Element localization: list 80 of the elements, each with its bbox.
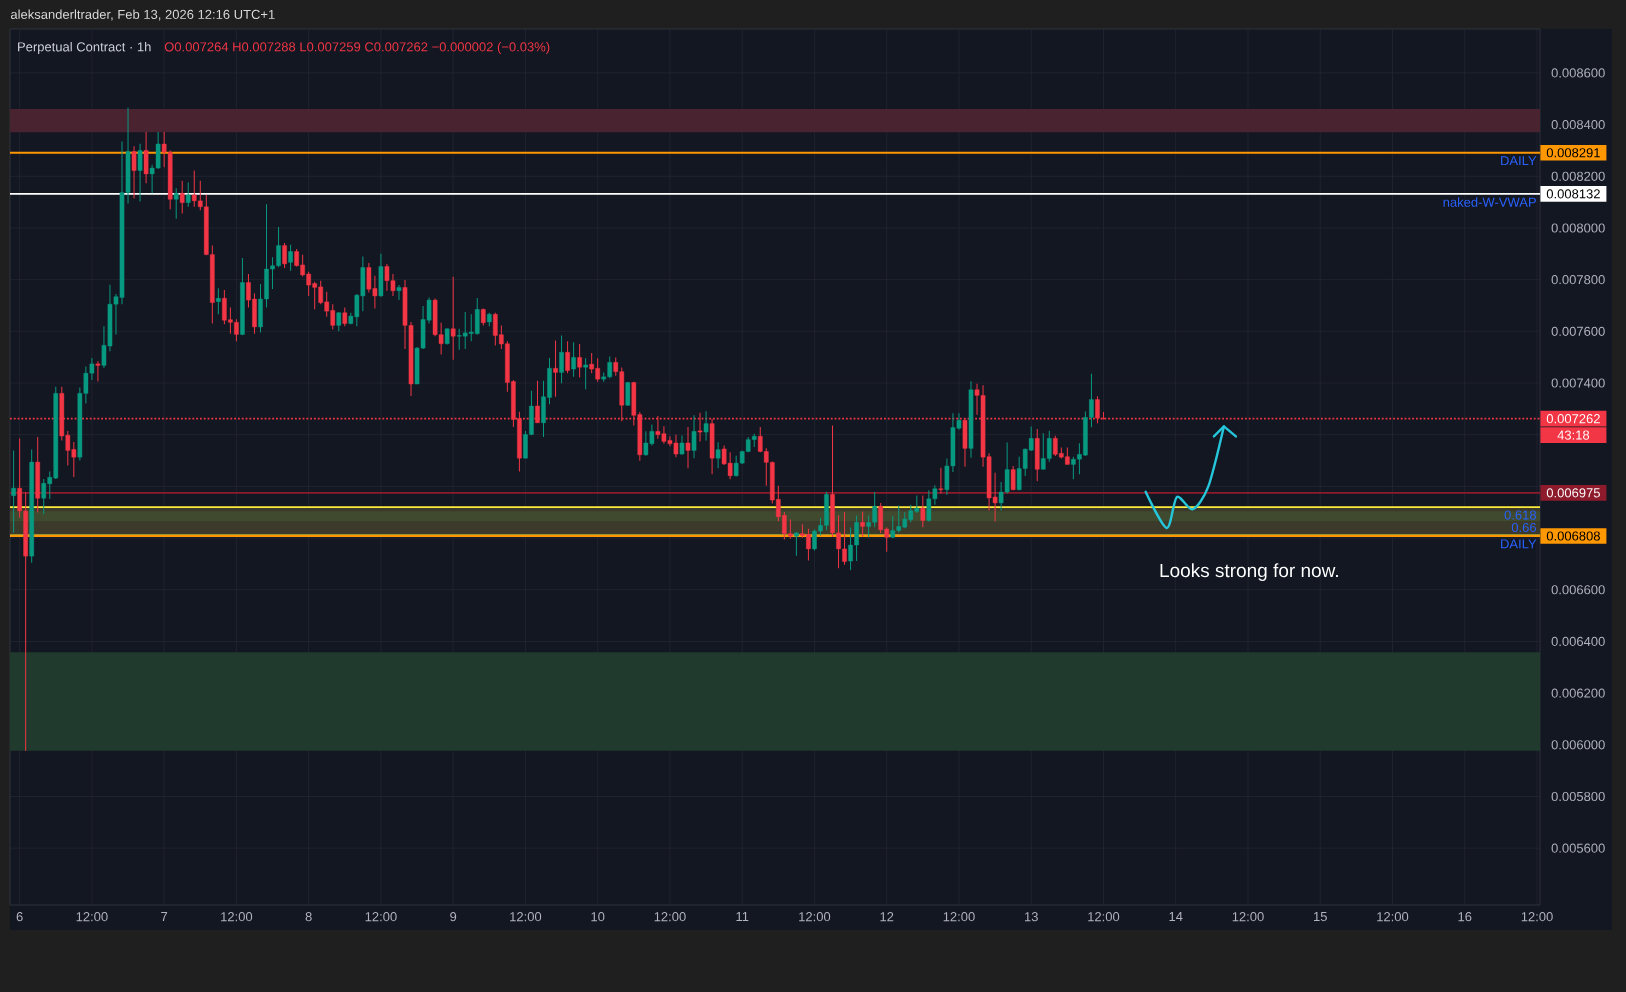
x-tick-label: 8	[305, 912, 312, 922]
candlestick	[179, 180, 185, 214]
y-tick-label: 0.008000	[1551, 223, 1605, 233]
annotation: DAILY	[1501, 156, 1537, 166]
candlestick	[11, 449, 16, 534]
annotation: 0.66	[1511, 522, 1537, 533]
text: O0.007264 H0.007288 L0.007259 C0.007262 −0.000002 (−0.03%)	[164, 41, 550, 55]
x-tick-label: 12:00	[1232, 912, 1264, 922]
ref-line-label: 0.008132	[1546, 189, 1600, 199]
candlestick	[216, 287, 221, 315]
candlestick	[288, 244, 293, 272]
y-tick-label: 0.006600	[1551, 585, 1605, 595]
x-tick-label: 12	[880, 912, 894, 922]
x-tick-label: 14	[1169, 912, 1183, 922]
x-tick-label: 12:00	[799, 912, 831, 922]
candlestick	[143, 131, 149, 184]
candlestick	[282, 242, 287, 269]
candlestick	[715, 441, 721, 469]
candlestick	[131, 145, 137, 200]
y-tick-label: 0.008200	[1551, 171, 1605, 181]
candlestick	[396, 284, 402, 301]
x-tick-label: 12:00	[510, 912, 542, 922]
x-tick-label: 12:00	[76, 912, 108, 922]
y-tick-label: 0.005600	[1551, 843, 1605, 853]
y-tick-label: 0.006200	[1551, 688, 1605, 698]
candlestick	[173, 187, 179, 220]
x-tick-label: 9	[450, 912, 457, 922]
candlestick	[685, 426, 691, 469]
ref-line-label: 0.007262	[1546, 414, 1600, 424]
annotation: 0.618	[1504, 510, 1537, 520]
x-tick-label: 12:00	[1088, 912, 1120, 922]
y-tick-label: 0.005800	[1551, 791, 1605, 802]
candlestick	[571, 341, 576, 378]
y-tick-label: 0.007400	[1551, 378, 1605, 388]
ref-line-label: 0.006975	[1546, 488, 1600, 498]
candlestick	[553, 339, 558, 398]
candlestick	[679, 434, 685, 456]
y-tick-label: 0.006000	[1551, 740, 1605, 750]
text: Perpetual Contract · 1h	[18, 41, 151, 55]
annotation: Looks strong for now.	[1160, 563, 1338, 581]
candlestick	[920, 494, 926, 528]
candlestick	[342, 307, 348, 327]
x-tick-label: 10	[591, 912, 605, 922]
candlestick	[95, 360, 101, 382]
candlestick	[938, 467, 944, 495]
ref-line-label: 0.008291	[1546, 148, 1600, 158]
x-tick-label: 12:00	[365, 912, 397, 922]
candlestick	[577, 343, 582, 379]
candlestick	[794, 531, 799, 557]
x-tick-label: 16	[1458, 912, 1472, 922]
x-tick-label: 12:00	[943, 912, 975, 922]
y-tick-label: 0.008400	[1551, 120, 1605, 130]
x-tick-label: 12:00	[1377, 912, 1409, 922]
candlestick	[185, 181, 191, 208]
candlestick	[450, 276, 456, 361]
x-tick-label: 15	[1314, 912, 1327, 922]
candlestick	[1010, 465, 1016, 491]
x-tick-label: 12:00	[221, 912, 253, 922]
candlestick	[565, 340, 570, 374]
candlestick	[559, 334, 564, 384]
candlestick	[703, 410, 709, 441]
annotation: DAILY	[1501, 539, 1537, 549]
y-tick-label: 0.007800	[1551, 275, 1605, 285]
candlestick	[691, 414, 697, 459]
x-tick-label: 13	[1024, 912, 1038, 922]
x-tick-label: 11	[736, 912, 749, 922]
candlestick	[137, 143, 143, 203]
text: aleksanderltrader, Feb 13, 2026 12:16 UTC+1	[10, 9, 275, 21]
text: 43:18	[1557, 430, 1590, 440]
y-tick-label: 0.006400	[1551, 636, 1605, 647]
x-tick-label: 12:00	[1521, 912, 1553, 922]
x-tick-label: 6	[16, 912, 23, 922]
y-tick-label: 0.008600	[1551, 68, 1605, 78]
candlestick	[860, 510, 865, 538]
candlestick	[583, 357, 588, 390]
x-tick-label: 7	[161, 912, 168, 922]
y-tick-label: 0.007600	[1551, 326, 1605, 336]
annotation: naked-W-VWAP	[1443, 197, 1536, 207]
x-tick-label: 12:00	[654, 912, 686, 922]
ref-line-label: 0.006808	[1546, 531, 1600, 541]
